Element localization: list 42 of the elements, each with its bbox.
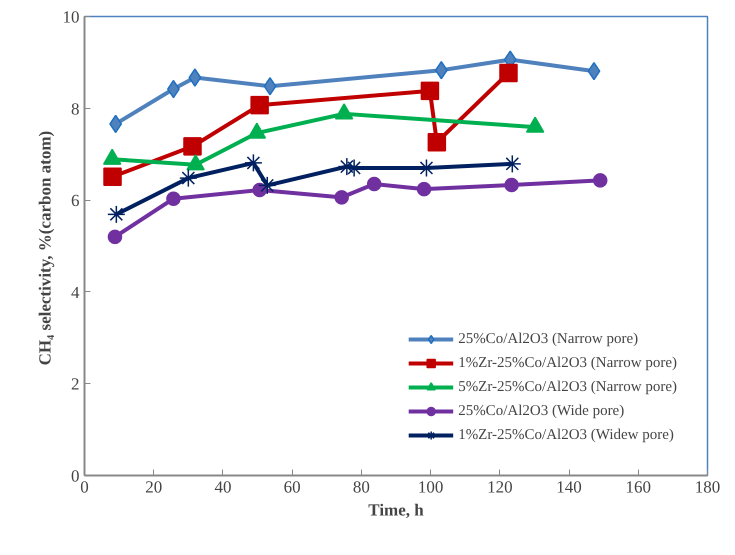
y-tick-label: 6 (71, 191, 80, 210)
point (592, 173, 608, 188)
legend-label: 1%Zr-25%Co/Al2O3 (Widew pore) (458, 426, 674, 444)
point (166, 191, 181, 206)
legend-label: 25%Co/Al2O3 (Narrow pore) (458, 330, 638, 348)
y-tick-label: 4 (71, 282, 80, 302)
point (183, 137, 202, 156)
x-tick-label: 60 (284, 478, 301, 496)
point (366, 176, 382, 192)
x-tick-label: 120 (487, 478, 513, 496)
x-tick-label: 140 (556, 478, 582, 496)
point (179, 168, 198, 188)
point (334, 190, 349, 205)
point (504, 178, 519, 192)
x-tick-label: 20 (145, 478, 162, 496)
point (499, 64, 518, 82)
point (188, 68, 202, 87)
point (428, 133, 446, 152)
legend-label: 5%Zr-25%Co/Al2O3 (Narrow pore) (458, 378, 677, 396)
point (434, 60, 448, 80)
point (103, 167, 122, 186)
x-tick-label: 40 (214, 478, 232, 496)
point (109, 114, 122, 134)
point (244, 154, 263, 172)
x-tick-label: 180 (694, 478, 720, 496)
legend-label: 1%Zr-25%Co/Al2O3 (Narrow pore) (458, 354, 677, 372)
y-tick-label: 10 (62, 8, 80, 26)
x-tick-label: 160 (626, 478, 652, 496)
point (338, 157, 356, 176)
point (416, 182, 432, 196)
point (108, 230, 122, 244)
x-tick-label: 80 (352, 478, 370, 496)
point (420, 82, 440, 100)
legend-label: 25%Co/Al2O3 (Wide pore) (458, 402, 624, 420)
point (250, 96, 269, 114)
point (258, 176, 276, 195)
point (107, 205, 126, 224)
y-tick-label: 2 (71, 374, 80, 394)
x-axis-title: Time, h (368, 500, 424, 520)
x-tick-label: 100 (418, 478, 444, 496)
y-tick-label: 8 (71, 99, 80, 118)
y-axis-title: CH₄ selectivity, %(carbon atom) (36, 130, 54, 366)
